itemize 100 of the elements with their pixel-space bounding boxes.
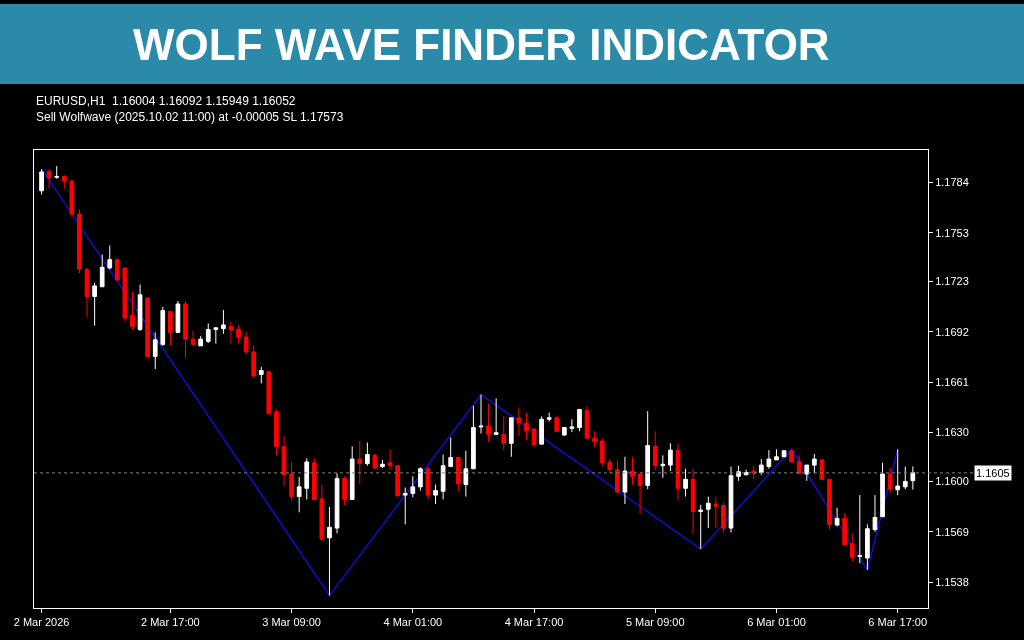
candlestick (46, 168, 52, 189)
candlestick (425, 466, 431, 501)
chart-title: WOLF WAVE FINDER INDICATOR (133, 20, 830, 69)
candlestick (561, 426, 567, 437)
candlestick (357, 440, 363, 485)
candlestick (190, 330, 196, 347)
y-tick-label: 1.1569 (935, 525, 969, 538)
candlestick (660, 454, 666, 479)
candlestick (69, 179, 75, 218)
candlestick (418, 466, 423, 492)
candlestick (668, 442, 673, 472)
candlestick (887, 467, 893, 494)
candlestick (789, 448, 794, 463)
candlestick (630, 456, 635, 486)
candlestick (493, 397, 499, 435)
candlestick (705, 496, 711, 529)
candlestick (584, 405, 590, 441)
candlestick (251, 344, 257, 379)
candlestick (902, 466, 908, 490)
candlestick (296, 476, 302, 513)
candlestick (834, 507, 840, 527)
candlestick (592, 430, 597, 448)
candlestick (675, 442, 681, 501)
candlestick (531, 427, 537, 447)
candlestick (99, 253, 105, 288)
candlestick (395, 464, 401, 498)
candlestick (402, 486, 408, 525)
candlestick (728, 466, 734, 533)
candlestick (758, 458, 764, 476)
candlestick (319, 484, 325, 542)
candlestick (554, 415, 560, 432)
candlestick (372, 453, 378, 470)
candlestick (243, 331, 249, 355)
candlestick (183, 300, 188, 359)
candlestick (895, 448, 901, 496)
candlestick (910, 465, 916, 491)
candlestick (599, 437, 605, 468)
candlestick (107, 245, 113, 270)
candlestick (872, 494, 878, 533)
candlestick (849, 532, 855, 562)
candlestick (637, 473, 643, 515)
candlestick (39, 168, 44, 195)
y-tick-label: 1.1630 (935, 426, 969, 439)
candlestick (774, 448, 779, 461)
candlestick (569, 418, 575, 433)
candlestick (221, 309, 226, 335)
candlestick (577, 408, 582, 432)
x-tick-label: 4 Mar 01:00 (383, 616, 443, 629)
candlestick (683, 468, 688, 498)
candlestick (380, 459, 385, 468)
y-tick-label: 1.1661 (935, 376, 969, 389)
candlestick (311, 457, 317, 501)
candlestick (766, 449, 772, 470)
candlestick (812, 453, 817, 474)
candlestick (880, 462, 885, 518)
candlestick (160, 306, 166, 347)
candlestick (652, 430, 658, 471)
candlestick (274, 408, 279, 456)
y-tick-label: 1.1784 (935, 176, 969, 189)
candlestick (486, 403, 491, 443)
x-tick-label: 3 Mar 09:00 (262, 616, 321, 629)
candlestick (145, 297, 150, 357)
candlestick (77, 208, 82, 274)
candlestick (122, 267, 128, 322)
candlestick (327, 506, 332, 596)
x-tick-label: 6 Mar 01:00 (747, 616, 806, 629)
candlestick (130, 291, 135, 331)
ref-line-label: 1.1605 (976, 467, 1010, 479)
candlestick (175, 300, 181, 334)
y-tick-label: 1.1723 (935, 275, 969, 288)
candlestick (501, 415, 507, 451)
x-tick-label: 2 Mar 17:00 (141, 616, 200, 629)
candlestick (546, 412, 552, 423)
candlestick (365, 442, 370, 467)
candlestick (804, 464, 810, 482)
candlestick (433, 484, 438, 505)
candlestick (508, 417, 514, 458)
candlestick (137, 283, 143, 332)
x-tick-label: 5 Mar 09:00 (625, 616, 685, 629)
candlestick (236, 324, 241, 345)
line-series (40, 168, 899, 597)
candlestick (84, 267, 90, 318)
candlestick (281, 435, 287, 487)
candlestick (827, 478, 832, 531)
x-tick-label: 2 Mar 2026 (13, 616, 70, 629)
candlestick (198, 335, 204, 347)
candlestick (539, 415, 544, 445)
candlestick (698, 504, 704, 550)
candlestick (92, 282, 97, 327)
candlestick (516, 406, 522, 437)
candlestick (865, 523, 870, 571)
candlestick (410, 475, 416, 498)
candlestick (842, 512, 848, 547)
candlestick (645, 410, 651, 490)
candlestick (61, 174, 67, 189)
candlestick (713, 496, 719, 529)
candlestick (690, 468, 696, 534)
candlestick (622, 456, 628, 505)
candlestick (266, 370, 272, 416)
candlestick (334, 472, 340, 534)
